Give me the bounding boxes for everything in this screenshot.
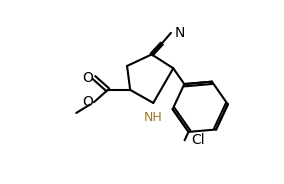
Text: O: O (82, 70, 93, 84)
Text: Cl: Cl (191, 133, 204, 147)
Text: N: N (175, 26, 185, 40)
Text: NH: NH (144, 111, 163, 124)
Text: O: O (82, 95, 93, 109)
